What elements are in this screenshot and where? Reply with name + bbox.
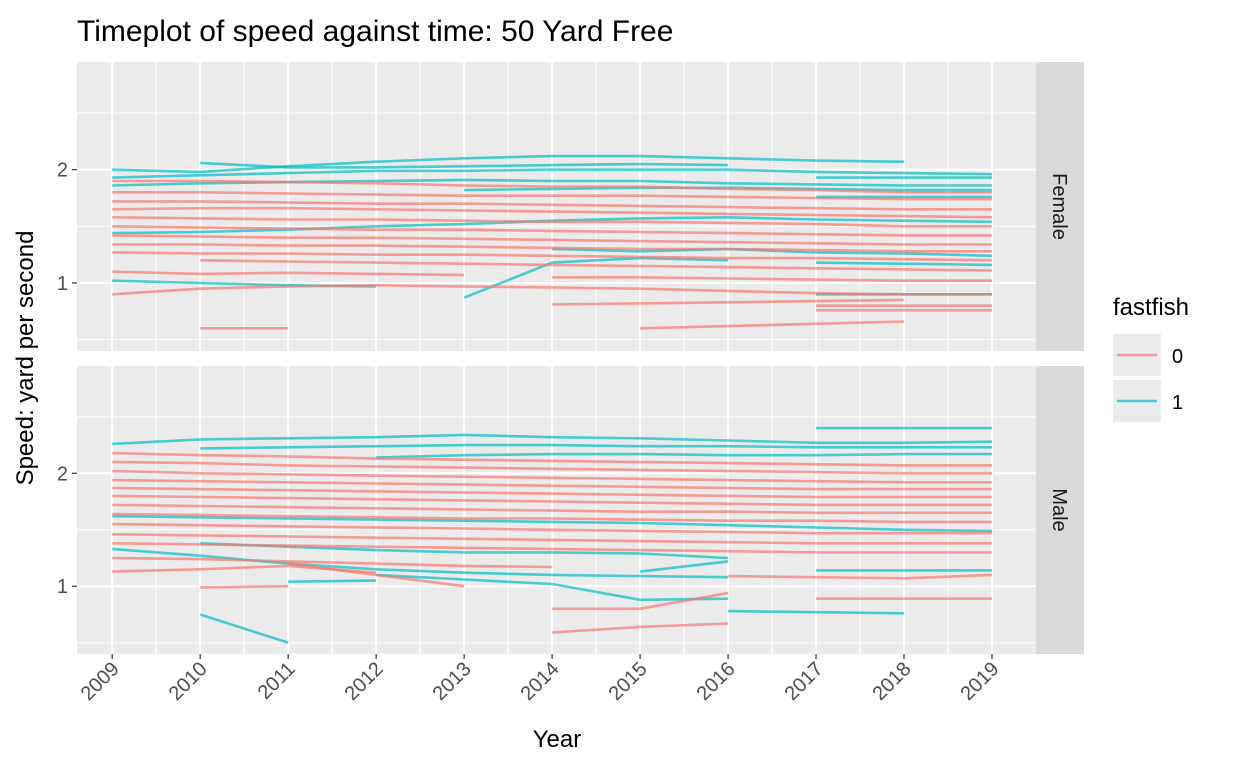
- x-tick-label: 2013: [429, 658, 476, 705]
- series-line-fastfish-0: [552, 298, 905, 306]
- series-line-fastfish-1: [463, 256, 729, 299]
- y-tick-label: 1: [57, 576, 68, 598]
- y-tick-label: 2: [57, 160, 68, 182]
- x-tick-label: 2015: [605, 658, 652, 705]
- series-line-fastfish-0: [200, 259, 993, 272]
- series-line-fastfish-0: [112, 486, 992, 499]
- series-line-fastfish-0: [112, 542, 992, 554]
- series-line-fastfish-1: [815, 261, 993, 267]
- panel-background: [77, 62, 1036, 351]
- series-group: [112, 154, 993, 330]
- x-tick-label: 2017: [781, 658, 828, 705]
- series-line-fastfish-0: [112, 503, 992, 515]
- series-line-fastfish-0: [112, 270, 465, 277]
- strip-background: [1036, 62, 1084, 351]
- panel-female: 1 2 Female: [57, 62, 1084, 351]
- series-line-fastfish-0: [112, 200, 992, 211]
- series-line-fastfish-0: [112, 234, 992, 246]
- x-tick-label: 2010: [165, 658, 212, 705]
- y-tick-label: 1: [57, 273, 68, 295]
- series-line-fastfish-1: [728, 609, 905, 615]
- legend-title: fastfish: [1113, 294, 1189, 321]
- series-line-fastfish-0: [112, 533, 992, 545]
- series-line-fastfish-1: [376, 452, 992, 459]
- x-tick-label: 2012: [341, 658, 388, 705]
- strip-label: Male: [1048, 488, 1070, 531]
- x-axis-label: Year: [533, 726, 582, 753]
- series-line-fastfish-0: [112, 283, 992, 296]
- legend: fastfish 0 1: [1113, 294, 1189, 422]
- series-line-fastfish-0: [552, 275, 992, 283]
- x-tick-label: 2016: [693, 658, 740, 705]
- series-line-fastfish-1: [639, 560, 729, 573]
- series-line-fastfish-1: [376, 573, 729, 602]
- series-line-fastfish-0: [552, 591, 729, 611]
- series-line-fastfish-0: [112, 522, 992, 535]
- series-line-fastfish-0: [112, 179, 992, 194]
- series-line-fastfish-1: [112, 433, 993, 446]
- series-line-fastfish-0: [112, 216, 992, 228]
- series-line-fastfish-0: [112, 451, 992, 467]
- series-line-fastfish-0: [640, 320, 905, 330]
- series-line-fastfish-1: [200, 443, 992, 450]
- panel-male: 1 2 Male: [57, 366, 1084, 654]
- series-line-fastfish-0: [112, 225, 992, 237]
- series-line-fastfish-0: [112, 494, 992, 507]
- series-line-fastfish-1: [200, 161, 729, 169]
- y-axis-label: Speed: yard per second: [12, 231, 39, 486]
- series-line-fastfish-0: [112, 469, 992, 484]
- series-line-fastfish-0: [112, 556, 553, 569]
- x-tick-label: 2019: [957, 658, 1004, 705]
- series-line-fastfish-0: [112, 478, 992, 491]
- strip-label: Female: [1048, 173, 1070, 240]
- series-line-fastfish-1: [112, 154, 905, 174]
- x-tick-label: 2018: [869, 658, 916, 705]
- series-line-fastfish-0: [112, 191, 992, 201]
- series-line-fastfish-0: [112, 251, 993, 262]
- series-line-fastfish-0: [552, 622, 729, 634]
- strip-background: [1036, 366, 1084, 654]
- series-line-fastfish-0: [112, 206, 993, 219]
- y-tick-label: 2: [57, 463, 68, 485]
- legend-label: 1: [1172, 392, 1183, 414]
- series-line-fastfish-0: [728, 573, 993, 580]
- series-group: [112, 426, 993, 644]
- chart-panels: 1 2 Female 1 2 Male: [57, 62, 1084, 654]
- legend-label: 0: [1172, 346, 1183, 368]
- series-line-fastfish-0: [200, 584, 289, 589]
- series-line-fastfish-0: [112, 512, 992, 524]
- series-line-fastfish-1: [112, 168, 993, 179]
- chart-title: Timeplot of speed against time: 50 Yard …: [77, 15, 673, 48]
- series-line-fastfish-1: [199, 613, 289, 644]
- x-tick-label: 2009: [77, 658, 124, 705]
- x-tick-label: 2014: [517, 658, 564, 705]
- x-axis: 2009 2010 2011 2012 2013 2014 2015 2016 2017 2018…: [77, 654, 1004, 705]
- series-line-fastfish-1: [288, 579, 377, 583]
- series-line-fastfish-0: [112, 460, 992, 475]
- series-line-fastfish-1: [112, 547, 729, 579]
- x-tick-label: 2011: [254, 658, 300, 704]
- series-line-fastfish-0: [288, 562, 465, 588]
- series-line-fastfish-0: [112, 243, 992, 253]
- series-line-fastfish-1: [112, 514, 993, 533]
